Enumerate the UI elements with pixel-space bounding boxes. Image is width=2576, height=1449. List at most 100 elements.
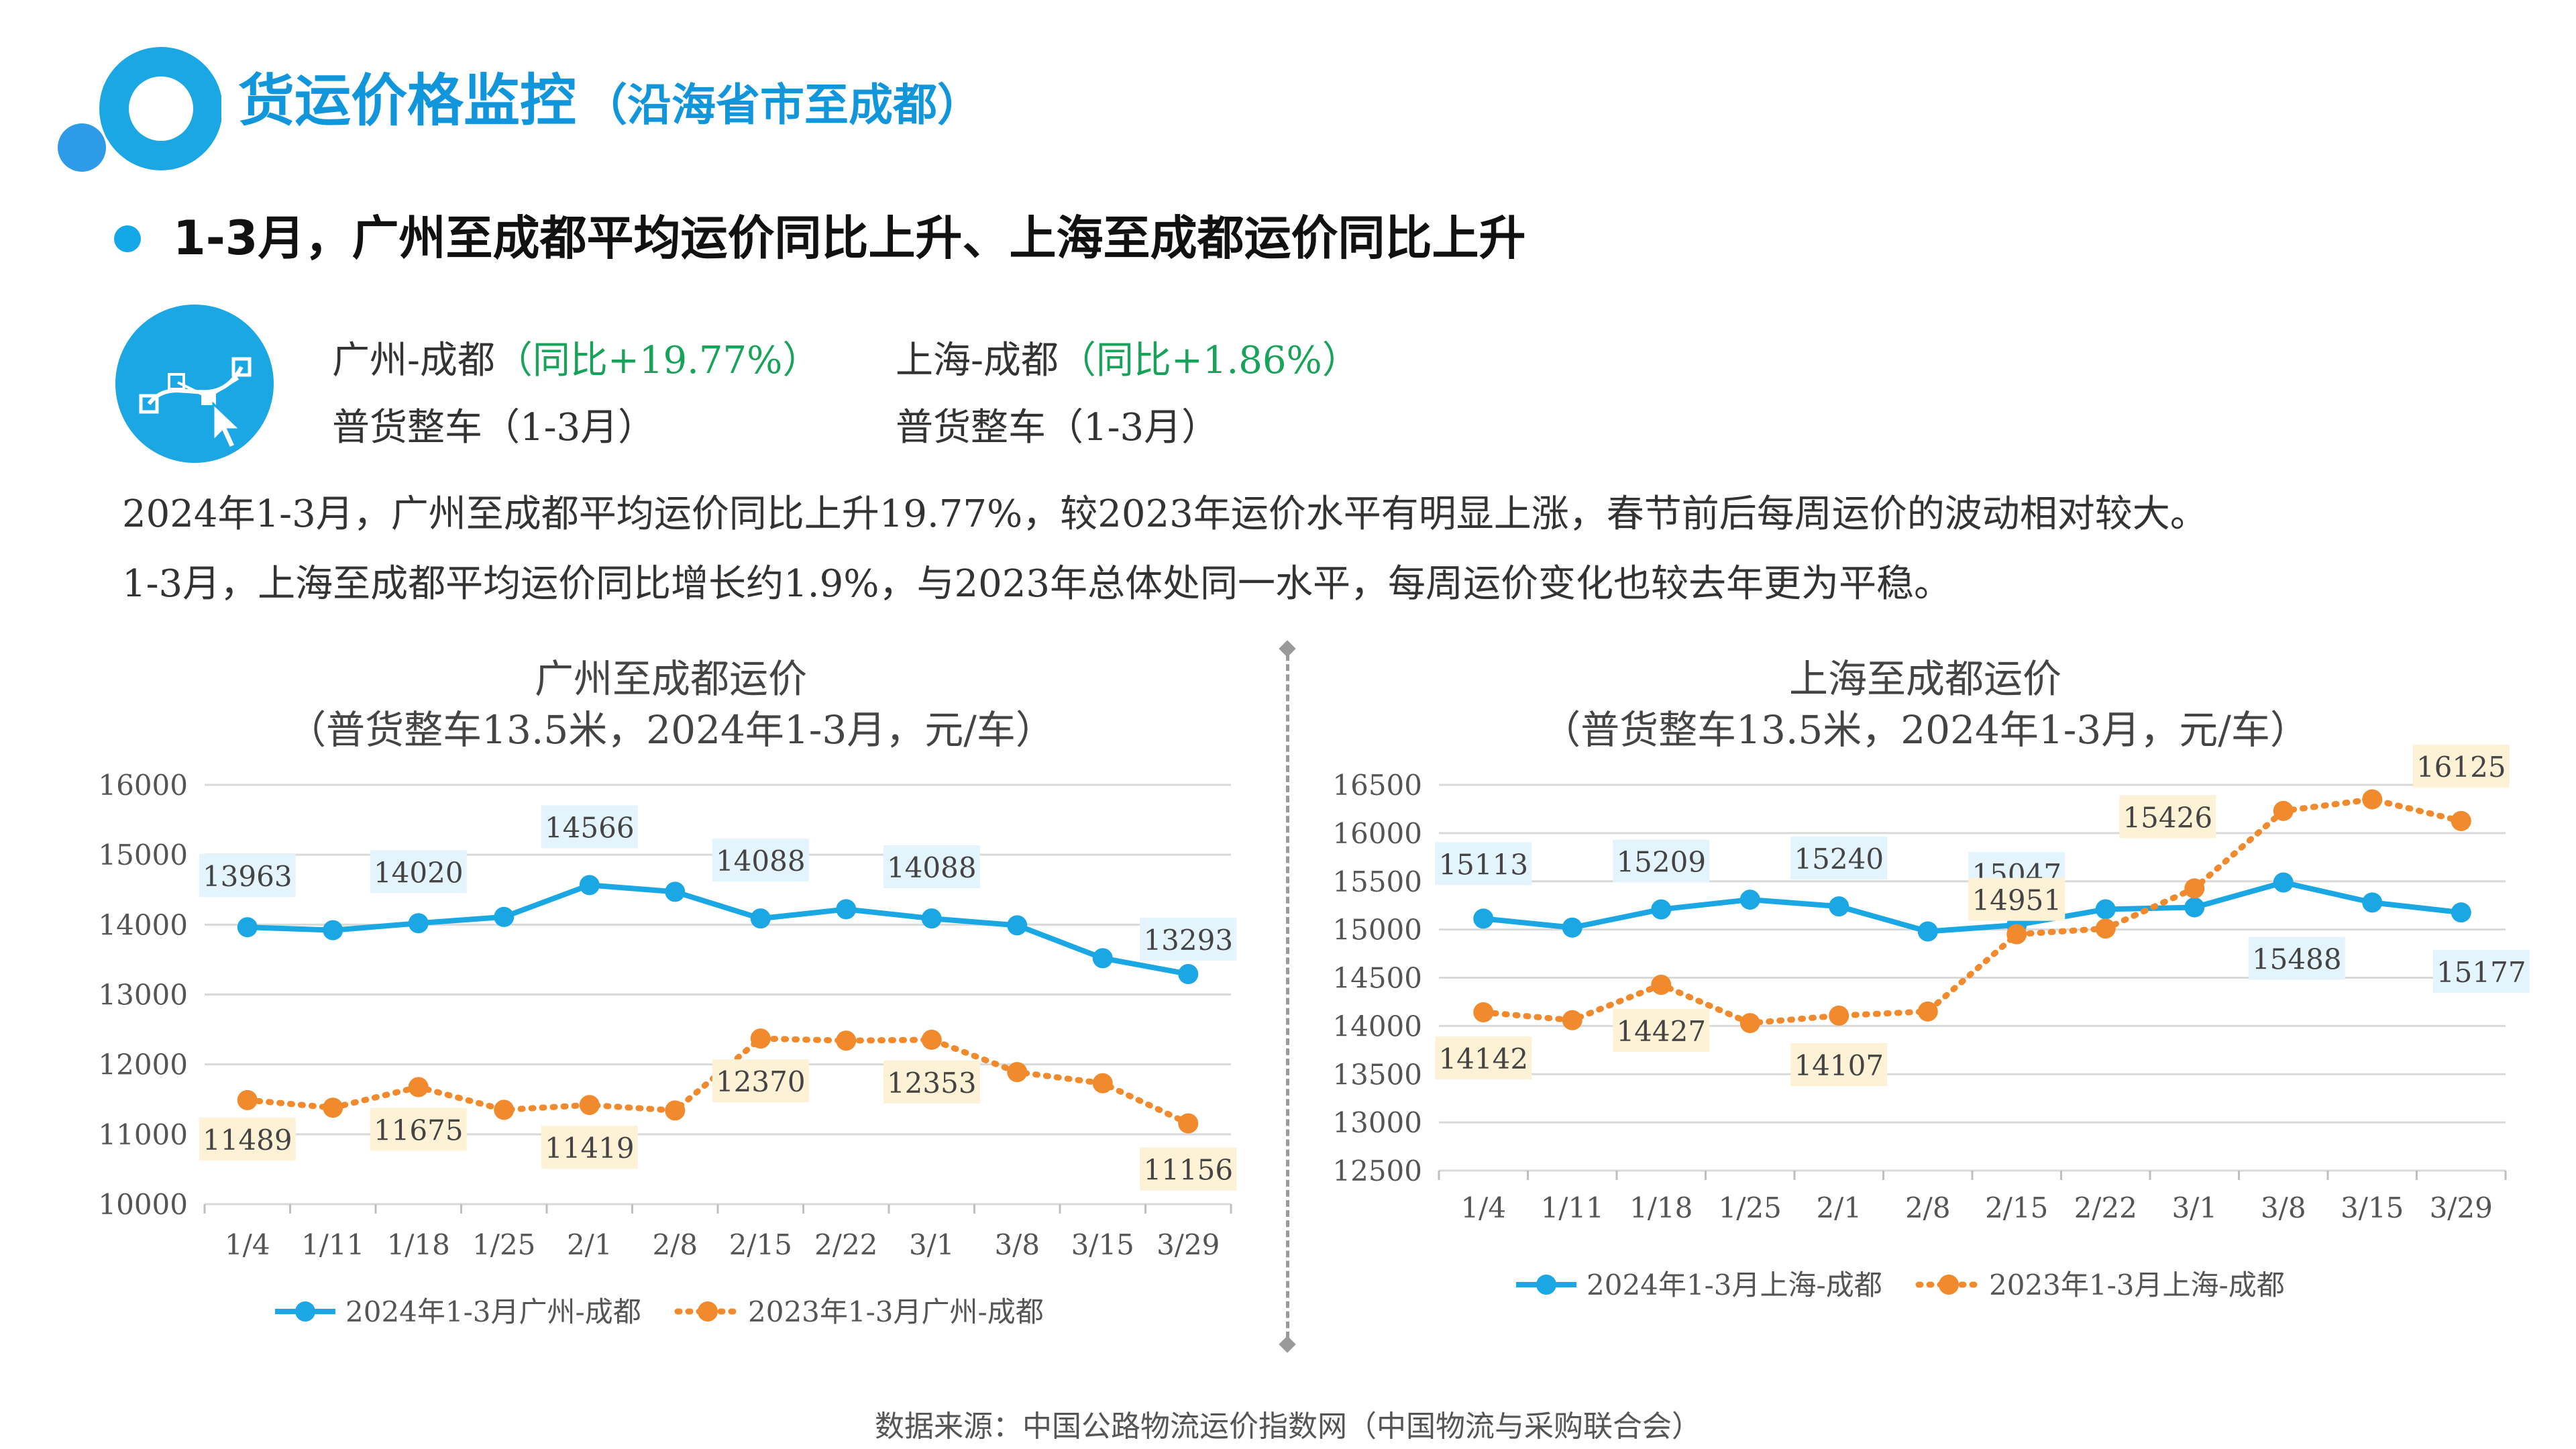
route-curve-icon: [115, 305, 274, 463]
data-point: [1092, 948, 1113, 969]
data-point: [2273, 872, 2294, 893]
y-tick-label: 13000: [1332, 1106, 1422, 1139]
divider-top-diamond-icon: [1279, 640, 1296, 657]
x-tick-label: 1/11: [301, 1228, 364, 1261]
data-point: [323, 1097, 343, 1118]
data-label: 14951: [1972, 884, 2061, 917]
y-tick-label: 14000: [98, 908, 188, 941]
guangzhou-chengdu-chart: 广州至成都运价 （普货整车13.5米，2024年1-3月，元/车） 10000 1…: [80, 634, 1261, 1372]
chart-plot: 10000 11000 12000 13000 14000 15000 16000 1/4 1/…: [98, 769, 1237, 1328]
data-label: 14566: [545, 811, 635, 844]
data-label-box: [370, 850, 467, 894]
legend-marker: [1939, 1275, 1959, 1295]
data-label-box: [541, 805, 638, 849]
data-point: [1562, 917, 1582, 938]
page-title-main: 货运价格监控: [238, 68, 577, 133]
data-label: 15177: [2436, 956, 2526, 989]
data-source: 数据来源：中国公路物流运价指数网（中国物流与采购联合会）: [875, 1409, 1701, 1444]
headline-bullet-icon: [114, 225, 141, 252]
data-label-box: [1968, 877, 2065, 921]
chart-title: 上海至成都运价: [1788, 656, 2061, 702]
data-label-box: [541, 1126, 638, 1169]
data-label-box: [883, 845, 980, 889]
data-label-box: [2432, 950, 2530, 994]
legend-marker: [698, 1301, 718, 1322]
y-tick-label: 12000: [98, 1049, 188, 1081]
series-line: [244, 1035, 1191, 1127]
data-point: [1917, 1001, 1938, 1022]
x-tick-label: 3/15: [1071, 1228, 1134, 1261]
data-label: 13293: [1143, 924, 1233, 957]
series-line: [1483, 879, 2462, 934]
data-label: 15488: [2252, 943, 2342, 975]
x-tick-label: 3/29: [2430, 1191, 2493, 1224]
x-tick-label: 2/8: [1905, 1191, 1951, 1224]
legend-label: 2024年1-3月广州-成都: [345, 1295, 641, 1328]
y-tick-label: 13500: [1332, 1058, 1422, 1091]
data-point: [1007, 915, 1028, 936]
data-point: [1829, 896, 1849, 917]
y-tick-label: 15000: [98, 839, 188, 871]
legend-label: 2023年1-3月上海-成都: [1989, 1269, 2285, 1301]
data-label: 13963: [203, 860, 292, 893]
data-point: [2095, 899, 2116, 920]
data-label-box: [883, 1060, 980, 1104]
route-shanghai-yoy: （同比+1.86%）: [1058, 339, 1360, 382]
chart-divider: [1286, 644, 1289, 1348]
data-label-box: [2412, 744, 2510, 788]
data-label: 14427: [1616, 1015, 1706, 1048]
x-tick-label: 3/15: [2341, 1191, 2404, 1224]
data-point: [2273, 800, 2294, 821]
x-tick-label: 1/25: [1719, 1191, 1782, 1224]
data-point: [750, 908, 771, 929]
data-point: [2184, 878, 2205, 899]
y-tick-label: 13000: [98, 979, 188, 1012]
x-tick-label: 3/1: [909, 1228, 955, 1261]
summary-text: 2024年1-3月，广州至成都平均运价同比上升19.77%，较2023年运价水平…: [122, 480, 2537, 619]
data-label-box: [1613, 1008, 1710, 1052]
y-tick-label: 16000: [98, 769, 188, 802]
y-tick-label: 14000: [1332, 1010, 1422, 1042]
data-label-box: [1140, 1147, 1237, 1191]
data-point: [2362, 892, 2383, 913]
chart-subtitle: （普货整车13.5米，2024年1-3月，元/车）: [287, 707, 1055, 753]
data-point: [921, 1029, 942, 1050]
x-tick-label: 3/29: [1157, 1228, 1220, 1261]
x-tick-label: 2/22: [814, 1228, 877, 1261]
data-point: [1178, 1113, 1199, 1134]
series-line: [247, 882, 1189, 977]
y-tick-label: 14500: [1332, 962, 1422, 995]
x-tick-label: 1/4: [1460, 1191, 1506, 1224]
x-tick-label: 3/1: [2171, 1191, 2217, 1224]
headline: 1-3月，广州至成都平均运价同比上升、上海至成都运价同比上升: [173, 211, 1526, 266]
data-label-box: [1613, 839, 1710, 883]
data-label: 12353: [887, 1067, 977, 1099]
data-label: 12370: [716, 1065, 806, 1098]
data-point: [1178, 963, 1199, 984]
data-point: [1739, 890, 1760, 910]
data-label: 15113: [1438, 848, 1528, 881]
data-point: [1917, 921, 1938, 942]
x-tick-label: 1/25: [472, 1228, 535, 1261]
data-point: [1651, 899, 1672, 920]
series-line: [1480, 796, 2465, 1026]
route-guangzhou-name: 广州-成都（同比+19.77%）: [332, 339, 820, 382]
data-point: [1092, 1073, 1113, 1093]
chart-plot: 12500 13000 13500 14000 14500 15000 15500 16000…: [1332, 744, 2530, 1301]
data-point: [494, 1099, 515, 1120]
data-point: [408, 913, 429, 934]
divider-bottom-diamond-icon: [1279, 1336, 1296, 1353]
data-label-box: [1140, 917, 1237, 961]
data-label-box: [712, 839, 809, 882]
data-point: [1473, 908, 1494, 929]
y-tick-label: 12500: [1332, 1155, 1422, 1187]
x-tick-label: 3/8: [2261, 1191, 2306, 1224]
y-tick-label: 15500: [1332, 865, 1422, 898]
data-point: [1007, 1062, 1028, 1083]
data-point: [665, 881, 686, 902]
x-tick-label: 1/11: [1541, 1191, 1604, 1224]
summary-line-1: 2024年1-3月，广州至成都平均运价同比上升19.77%，较2023年运价水平…: [122, 492, 2208, 536]
data-label: 14020: [374, 856, 464, 889]
data-label: 14107: [1794, 1049, 1884, 1082]
data-label: 15209: [1616, 846, 1706, 879]
